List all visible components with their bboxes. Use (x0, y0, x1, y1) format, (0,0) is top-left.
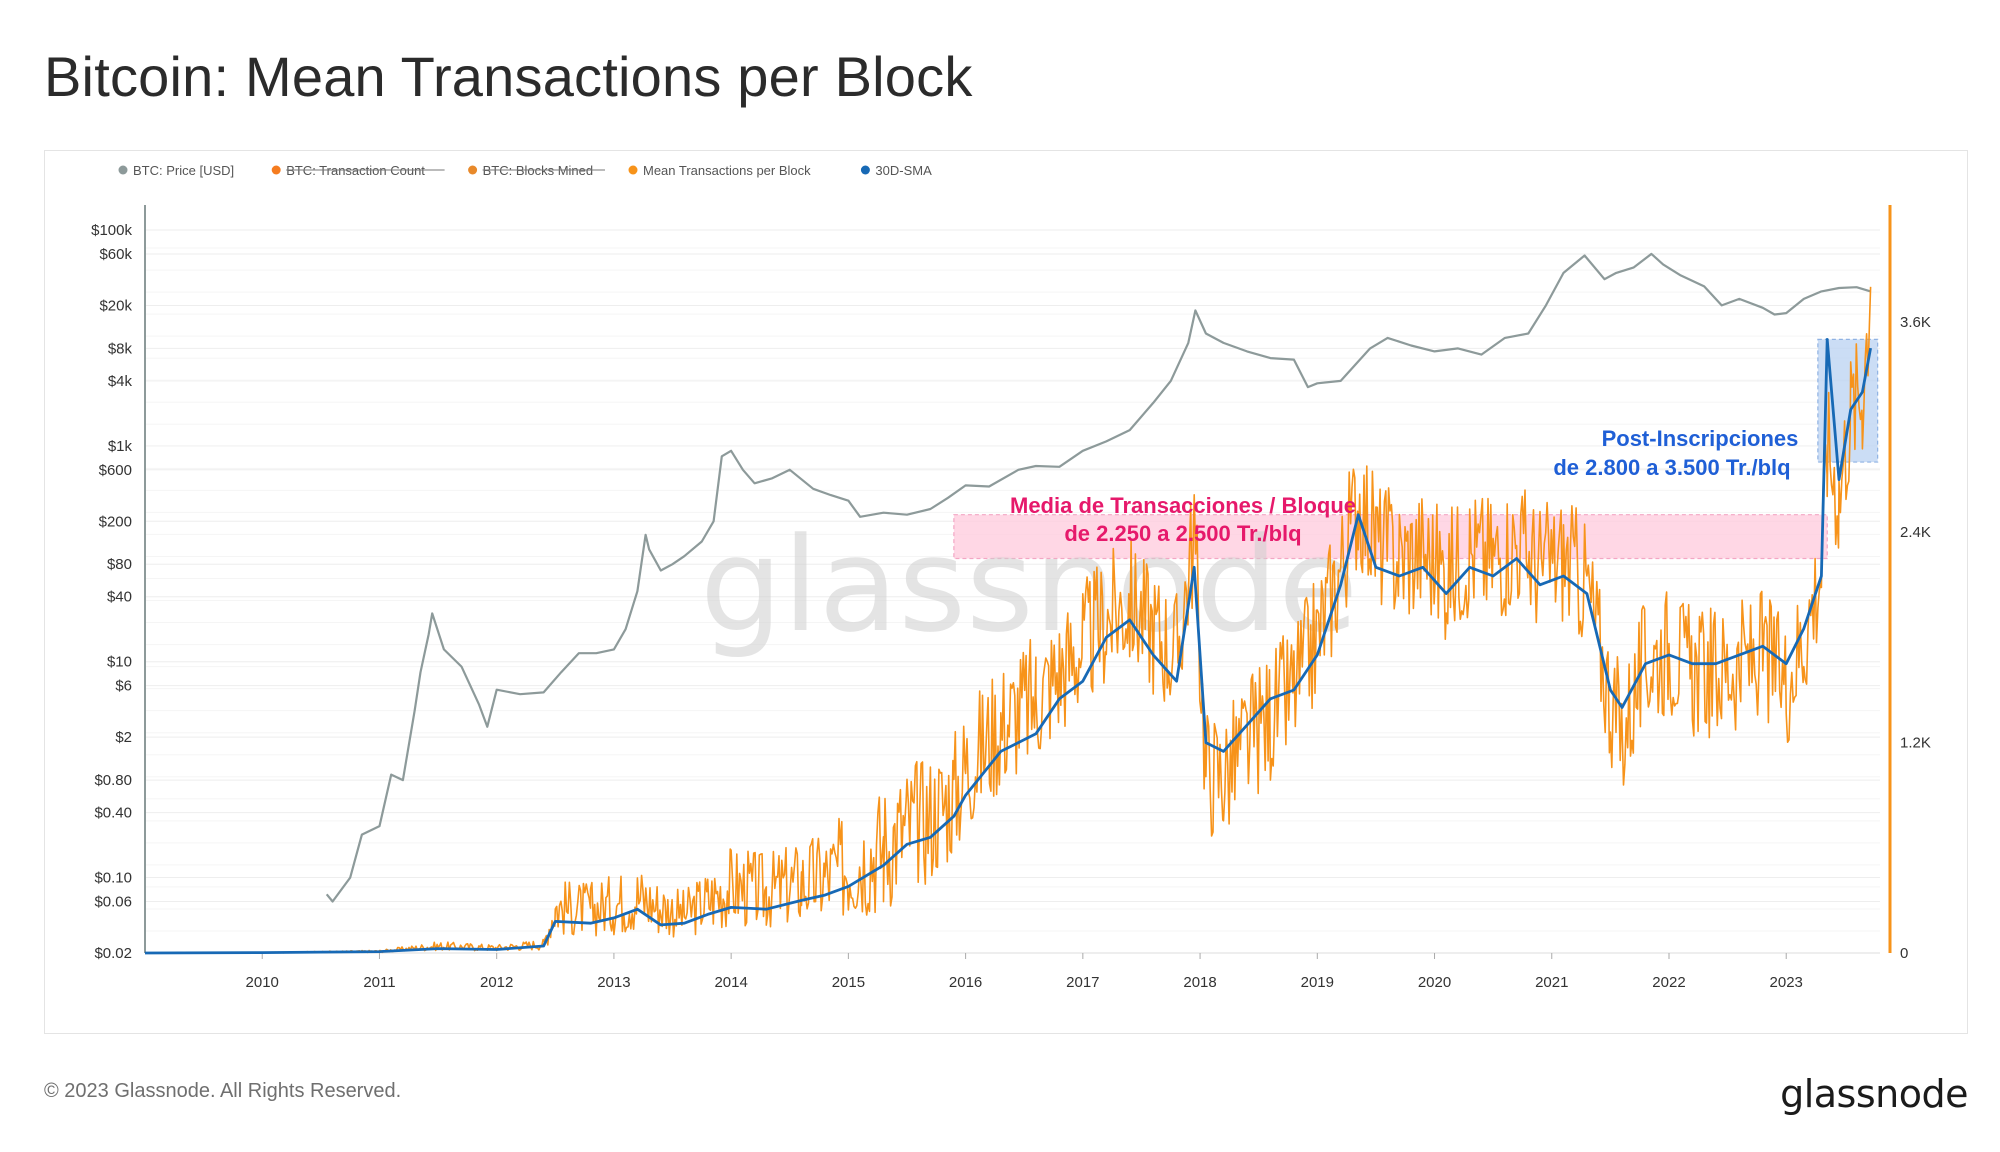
legend[interactable]: BTC: Price [USD] BTC: Transaction Count BT… (118, 163, 933, 178)
y-left-tick-label: $20k (99, 297, 132, 314)
annotations: Media de Transacciones / Bloque de 2.250… (1010, 426, 1798, 546)
axes: $100k $60k $20k $8k $4k $1k $600 $200 $80 $40 $10 $… (91, 205, 1931, 991)
series-line-mean-transactions-per-block (145, 286, 1872, 954)
y-right-tick-label: 2.4K (1900, 524, 1931, 541)
y-left-tick-label: $40 (107, 589, 132, 606)
watermark: glassnode (700, 509, 1358, 661)
x-tick-label: 2023 (1770, 974, 1803, 991)
legend-item-3[interactable]: Mean Transactions per Block (628, 163, 812, 178)
annotation-pink-line2: de 2.250 a 2.500 Tr./blq (1064, 521, 1301, 546)
legend-dot (860, 165, 870, 175)
y-left-tick-label: $2 (115, 729, 132, 746)
y-left-tick-label: $0.40 (94, 805, 132, 822)
y-right-tick-label: 3.6K (1900, 314, 1931, 331)
y-left-tick-label: $100k (91, 222, 132, 239)
x-tick-label: 2013 (597, 974, 630, 991)
y-left-tick-label: $4k (108, 373, 133, 390)
series-line-30d-sma (144, 338, 1872, 955)
y-left-tick-label: $200 (99, 513, 132, 530)
legend-item-1[interactable]: BTC: Transaction Count (271, 163, 445, 178)
x-tick-label: 2015 (832, 974, 865, 991)
x-tick-label: 2022 (1652, 974, 1685, 991)
highlight-band-0 (953, 514, 1828, 560)
y-left-tick-label: $0.02 (94, 945, 132, 962)
y-right-tick-label: 1.2K (1900, 735, 1931, 752)
y-left-tick-label: $1k (108, 438, 133, 455)
legend-dot (118, 165, 128, 175)
series-line-btc-price-usd- (325, 252, 1871, 903)
x-tick-label: 2017 (1066, 974, 1099, 991)
copyright-text: © 2023 Glassnode. All Rights Reserved. (44, 1080, 402, 1102)
x-tick-label: 2010 (246, 974, 279, 991)
y-left-tick-label: $60k (99, 246, 132, 263)
page-title: Bitcoin: Mean Transactions per Block (44, 45, 973, 108)
annotation-blue-line1: Post-Inscripciones (1602, 426, 1799, 451)
y-right-tick-label: 0 (1900, 945, 1908, 962)
y-left-tick-label: $10 (107, 654, 132, 671)
y-left-tick-label: $0.80 (94, 772, 132, 789)
series-group (144, 252, 1872, 955)
brand-logo: glassnode (1780, 1072, 1968, 1116)
legend-item-2[interactable]: BTC: Blocks Mined (468, 163, 605, 178)
x-tick-label: 2018 (1183, 974, 1216, 991)
x-tick-label: 2014 (714, 974, 747, 991)
y-left-tick-label: $0.10 (94, 870, 132, 887)
x-tick-label: 2019 (1301, 974, 1334, 991)
y-left-tick-label: $8k (108, 340, 133, 357)
x-tick-label: 2021 (1535, 974, 1568, 991)
legend-dot (271, 165, 281, 175)
chart-frame (44, 150, 1968, 1034)
y-left-tick-label: $600 (99, 462, 132, 479)
grid (145, 229, 1880, 954)
x-tick-label: 2020 (1418, 974, 1451, 991)
legend-item-0[interactable]: BTC: Price [USD] (118, 163, 235, 178)
x-tick-label: 2016 (949, 974, 982, 991)
y-left-tick-label: $0.06 (94, 894, 132, 911)
legend-dot (628, 165, 638, 175)
legend-item-4[interactable]: 30D-SMA (860, 163, 932, 178)
y-left-tick-label: $6 (115, 678, 132, 695)
legend-label: BTC: Price [USD] (133, 163, 234, 178)
legend-dot (468, 165, 478, 175)
annotation-blue-line2: de 2.800 a 3.500 Tr./blq (1553, 455, 1790, 480)
x-tick-label: 2011 (363, 974, 395, 991)
legend-label: 30D-SMA (875, 163, 932, 178)
y-left-tick-label: $80 (107, 556, 132, 573)
annotation-pink-line1: Media de Transacciones / Bloque (1010, 493, 1356, 518)
legend-label: Mean Transactions per Block (643, 163, 811, 178)
x-tick-label: 2012 (480, 974, 513, 991)
